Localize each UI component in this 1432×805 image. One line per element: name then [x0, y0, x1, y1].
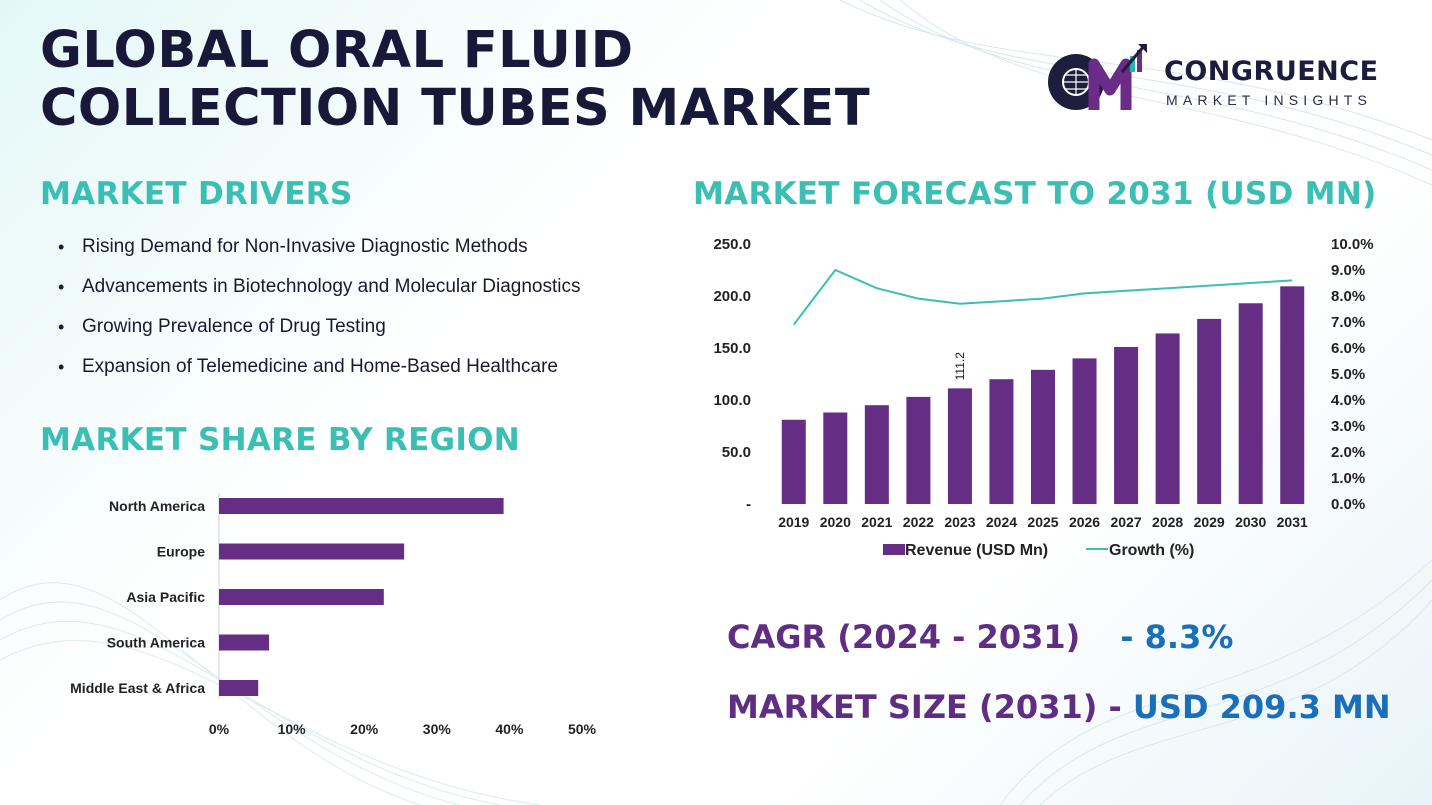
market-drivers-heading: MARKET DRIVERS [40, 176, 353, 212]
region-label: Asia Pacific [126, 589, 205, 605]
y-tick-label: - [746, 496, 751, 513]
revenue-bar [947, 388, 972, 504]
x-tick-label: 40% [495, 721, 524, 737]
x-tick-label: 2027 [1110, 514, 1141, 530]
x-tick-label: 2029 [1194, 514, 1225, 530]
y2-tick-label: 0.0% [1331, 496, 1365, 513]
market-size-label: MARKET SIZE (2031) [727, 688, 1098, 726]
page-title: GLOBAL ORAL FLUID COLLECTION TUBES MARKE… [40, 22, 870, 138]
x-tick-label: 2025 [1027, 514, 1058, 530]
x-tick-label: 2031 [1277, 514, 1308, 530]
market-drivers-list: Rising Demand for Non-Invasive Diagnosti… [58, 232, 581, 392]
revenue-bar [1238, 303, 1263, 504]
y2-tick-label: 3.0% [1331, 418, 1365, 435]
region-label: South America [107, 635, 205, 651]
y2-tick-label: 2.0% [1331, 444, 1365, 461]
x-tick-label: 2028 [1152, 514, 1183, 530]
revenue-bar [823, 412, 848, 504]
revenue-bar [781, 419, 806, 504]
y2-tick-label: 5.0% [1331, 366, 1365, 383]
cagr-value: - 8.3% [1120, 618, 1234, 656]
driver-item: Expansion of Telemedicine and Home-Based… [58, 352, 581, 392]
region-bar [219, 680, 259, 696]
x-tick-label: 2024 [986, 514, 1017, 530]
revenue-bar [864, 405, 889, 504]
revenue-bar [989, 379, 1014, 504]
y2-tick-label: 7.0% [1331, 314, 1365, 331]
x-tick-label: 2021 [861, 514, 892, 530]
forecast-chart: - 50.0 100.0 150.0 200.0 250.0 0.0% 1.0% 2.0% 3.0… [713, 236, 1374, 559]
title-line-1: GLOBAL ORAL FLUID [40, 21, 634, 80]
region-bar [219, 543, 405, 560]
y2-tick-label: 8.0% [1331, 288, 1365, 305]
region-bar [219, 634, 270, 651]
x-tick-label: 10% [278, 721, 307, 737]
market-size-value: USD 209.3 MN [1132, 688, 1391, 726]
driver-item: Rising Demand for Non-Invasive Diagnosti… [58, 232, 581, 272]
title-line-2: COLLECTION TUBES MARKET [40, 79, 871, 138]
logo-name: CONGRUENCE [1164, 56, 1379, 87]
driver-item: Advancements in Biotechnology and Molecu… [58, 272, 581, 312]
y-tick-label: 250.0 [713, 236, 751, 253]
x-tick-label: 2030 [1235, 514, 1266, 530]
revenue-bar [1072, 358, 1097, 504]
revenue-bar [906, 396, 931, 504]
region-label: Europe [157, 544, 205, 560]
legend-growth-label: Growth (%) [1109, 542, 1194, 559]
company-logo: CONGRUENCE MARKET INSIGHTS [1046, 42, 1396, 116]
growth-line [792, 268, 1293, 326]
y-tick-label: 100.0 [713, 392, 751, 409]
y2-tick-label: 6.0% [1331, 340, 1365, 357]
region-share-chart: North America Europe Asia Pacific South Ame… [70, 493, 597, 737]
x-tick-label: 20% [350, 721, 379, 737]
x-tick-label: 2023 [944, 514, 975, 530]
x-tick-label: 2026 [1069, 514, 1100, 530]
revenue-bar [1197, 318, 1222, 504]
x-tick-label: 2022 [903, 514, 934, 530]
region-label: North America [109, 498, 205, 514]
market-share-heading: MARKET SHARE BY REGION [40, 422, 521, 458]
legend-revenue-label: Revenue (USD Mn) [905, 542, 1048, 559]
y2-tick-label: 1.0% [1331, 470, 1365, 487]
x-tick-label: 2020 [820, 514, 851, 530]
market-size-summary: MARKET SIZE (2031) - USD 209.3 MN [727, 688, 1391, 726]
market-size-separator: - [1097, 688, 1133, 726]
logo-mark-icon [1048, 44, 1147, 110]
revenue-bar [1114, 346, 1139, 504]
revenue-bar [1155, 333, 1180, 504]
y-tick-label: 150.0 [713, 340, 751, 357]
cagr-summary: CAGR (2024 - 2031) - 8.3% [727, 618, 1233, 656]
y2-tick-label: 4.0% [1331, 392, 1365, 409]
y2-tick-label: 9.0% [1331, 262, 1365, 279]
driver-item: Growing Prevalence of Drug Testing [58, 312, 581, 352]
bar-data-label: 111.2 [953, 352, 967, 381]
x-tick-label: 2019 [778, 514, 809, 530]
x-tick-label: 30% [423, 721, 452, 737]
x-tick-label: 0% [209, 721, 230, 737]
forecast-heading: MARKET FORECAST TO 2031 (USD MN) [693, 176, 1377, 212]
region-bar [219, 589, 384, 605]
region-bar [219, 498, 504, 514]
cagr-label: CAGR (2024 - 2031) [727, 618, 1081, 656]
revenue-bar [1280, 286, 1305, 504]
region-label: Middle East & Africa [70, 680, 205, 696]
y2-tick-label: 10.0% [1331, 236, 1374, 253]
y-tick-label: 200.0 [713, 288, 751, 305]
x-tick-label: 50% [568, 721, 597, 737]
revenue-bar [1031, 369, 1055, 504]
logo-subtitle: MARKET INSIGHTS [1166, 92, 1373, 108]
y-tick-label: 50.0 [722, 444, 751, 461]
legend-revenue-swatch [883, 544, 905, 555]
